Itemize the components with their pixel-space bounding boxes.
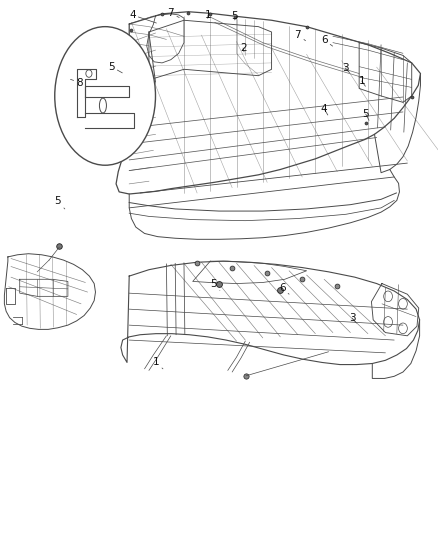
Text: 5: 5 — [362, 109, 369, 120]
Text: 1: 1 — [205, 10, 212, 20]
Text: 3: 3 — [349, 313, 357, 323]
Text: 4: 4 — [321, 104, 328, 115]
Text: 2: 2 — [240, 43, 247, 53]
Text: 5: 5 — [54, 197, 65, 209]
Text: 6: 6 — [279, 283, 289, 294]
Text: 4: 4 — [129, 10, 156, 23]
Text: 8: 8 — [71, 78, 83, 87]
Text: 7: 7 — [294, 30, 306, 41]
Text: 5: 5 — [108, 62, 122, 73]
Text: 5: 5 — [231, 11, 238, 21]
Text: 1: 1 — [152, 358, 163, 369]
Text: 5: 5 — [210, 279, 220, 290]
Text: 6: 6 — [321, 35, 332, 46]
Text: 7: 7 — [167, 9, 179, 18]
Ellipse shape — [55, 27, 155, 165]
Text: 3: 3 — [342, 63, 350, 73]
Text: 1: 1 — [358, 76, 365, 86]
